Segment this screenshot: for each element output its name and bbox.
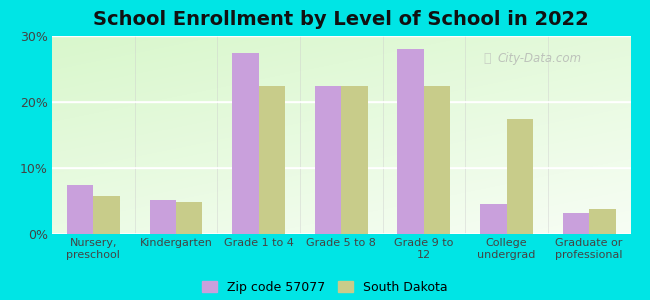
Bar bbox=[176, 202, 202, 234]
Bar bbox=[563, 213, 589, 234]
Bar bbox=[150, 200, 176, 234]
Bar bbox=[480, 204, 506, 234]
Bar bbox=[67, 184, 94, 234]
Bar bbox=[424, 85, 450, 234]
Text: City-Data.com: City-Data.com bbox=[497, 52, 582, 65]
Bar bbox=[397, 49, 424, 234]
Bar bbox=[589, 209, 616, 234]
Bar bbox=[259, 85, 285, 234]
Bar bbox=[506, 118, 533, 234]
Title: School Enrollment by Level of School in 2022: School Enrollment by Level of School in … bbox=[94, 10, 589, 29]
Legend: Zip code 57077, South Dakota: Zip code 57077, South Dakota bbox=[202, 281, 448, 294]
Bar bbox=[315, 85, 341, 234]
Bar bbox=[94, 196, 120, 234]
Text: ⦿: ⦿ bbox=[483, 52, 491, 65]
Bar bbox=[341, 85, 368, 234]
Bar bbox=[232, 52, 259, 234]
